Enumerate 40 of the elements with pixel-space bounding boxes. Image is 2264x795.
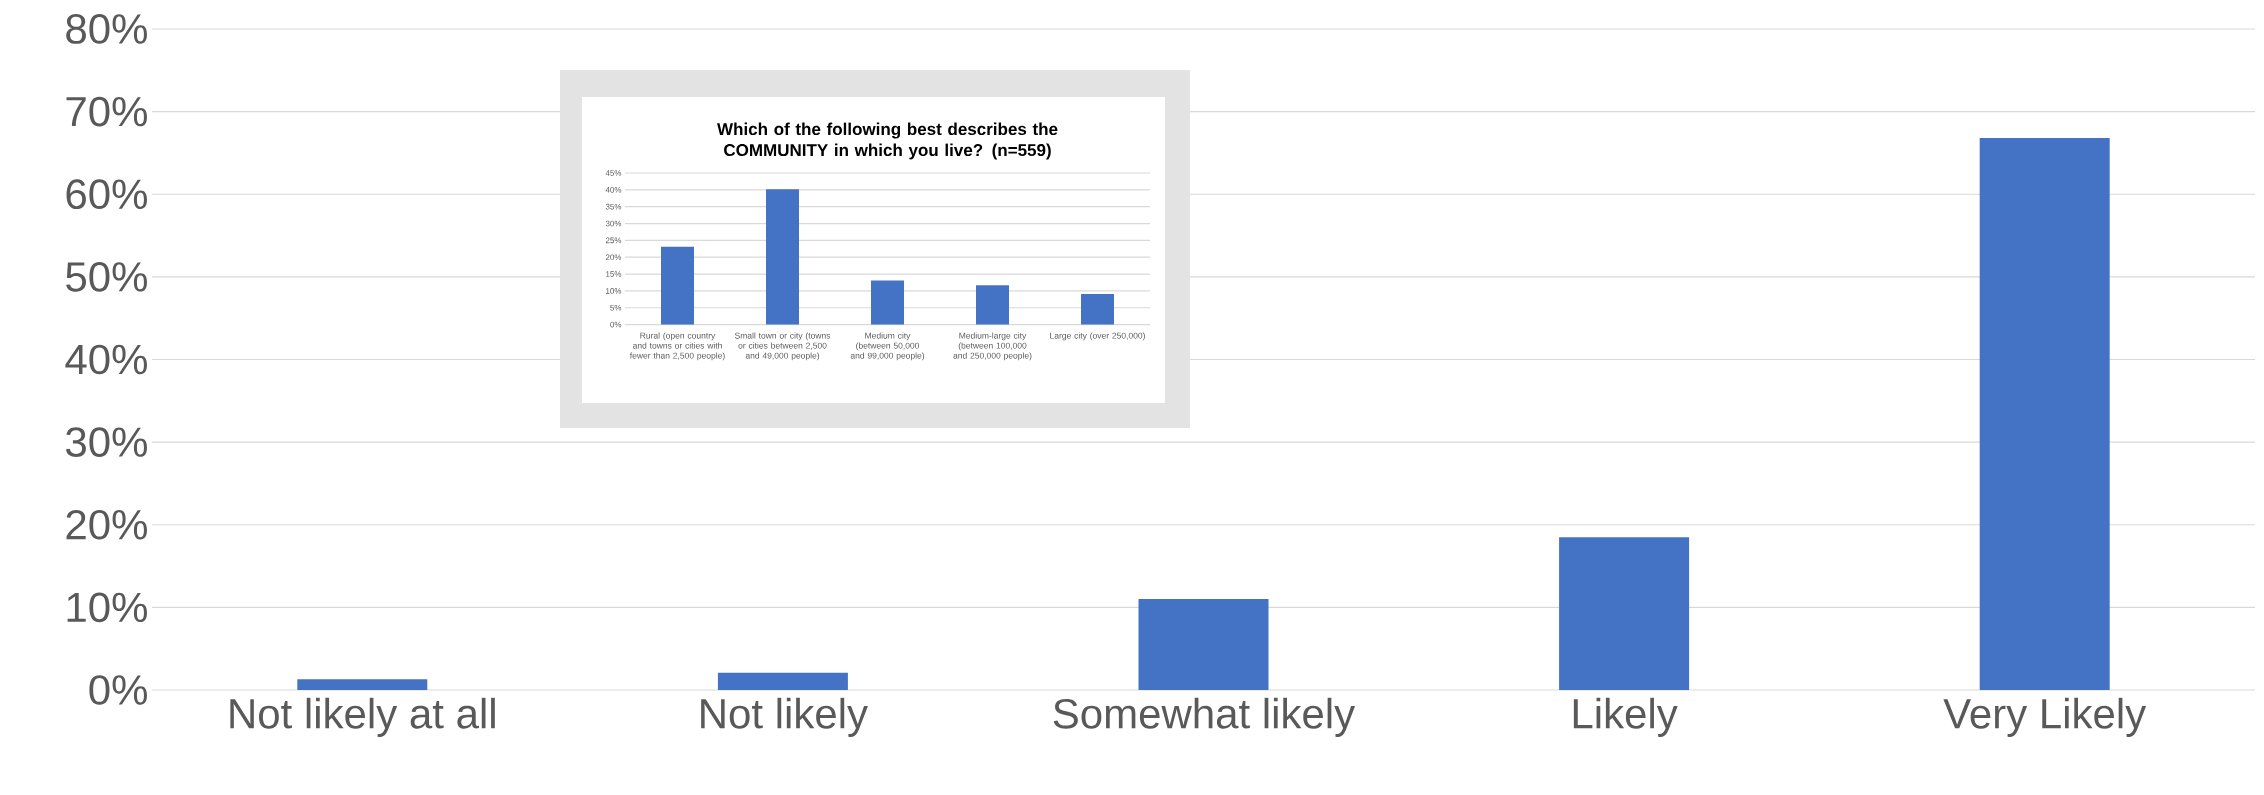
bar (871, 280, 905, 325)
x-tick-label: Medium city (between 50,000 and 99,000 people) (850, 332, 925, 361)
bar (1559, 537, 1690, 690)
y-tick-label: 15% (606, 271, 622, 277)
bar (1081, 293, 1115, 325)
bar (1138, 599, 1269, 690)
x-tick-label: Somewhat likely (1053, 697, 1356, 737)
bar (297, 679, 428, 690)
y-tick-label: 30% (605, 220, 622, 227)
y-tick-label: 70% (66, 96, 147, 127)
x-tick-label: Large city (over 250,000) (1050, 332, 1145, 341)
y-tick-label: 50% (66, 262, 147, 292)
x-tick-label: Small town or city (towns or cities between 2,500 and 49,000 people) (734, 332, 831, 361)
x-tick-label: Medium-large city (between 100,000 and 250,000 people) (953, 332, 1032, 361)
y-tick-label: 10% (67, 592, 147, 623)
y-tick-label: 10% (606, 288, 622, 294)
x-tick-label: Rural (open country and towns or cities with fewer than 2,500 people) (629, 332, 725, 361)
y-tick-label: 60% (66, 179, 147, 210)
x-tick-label: Not likely (701, 697, 868, 737)
bar (766, 189, 800, 325)
y-tick-label: 35% (605, 203, 622, 210)
y-tick-label: 25% (605, 237, 622, 244)
bar (661, 246, 695, 325)
y-tick-label: 5% (610, 304, 622, 311)
y-tick-label: 0% (610, 321, 622, 328)
x-tick-label: Not likely at all (230, 697, 495, 737)
y-tick-label: 20% (605, 254, 622, 261)
x-tick-label: Very Likely (1943, 697, 2147, 737)
y-tick-label: 40% (65, 344, 147, 375)
y-tick-label: 40% (605, 187, 622, 193)
y-tick-label: 0% (89, 675, 147, 705)
x-tick-label: Likely (1573, 697, 1678, 737)
y-tick-label: 30% (66, 427, 147, 457)
y-tick-label: 80% (66, 14, 147, 44)
chart-title: Which of the following best describes the COMMUNITY in which you live? (n=559) (717, 122, 1058, 160)
y-tick-label: 20% (66, 509, 147, 540)
bar (976, 285, 1010, 325)
bar (1979, 138, 2110, 690)
bar (717, 672, 848, 690)
y-tick-label: 45% (605, 170, 622, 176)
